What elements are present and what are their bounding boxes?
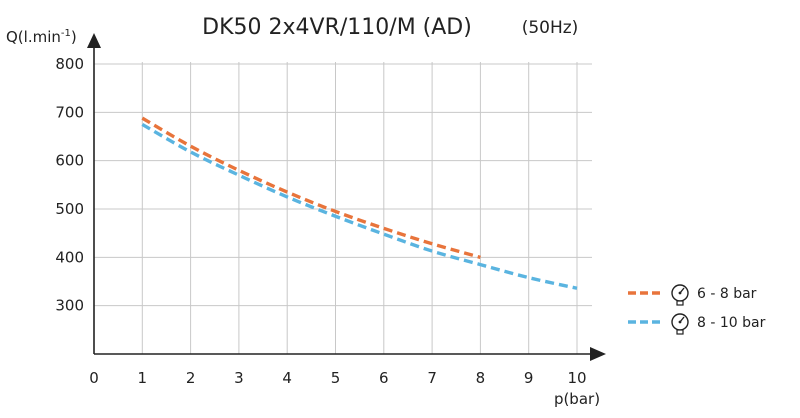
x-tick-label: 7 bbox=[427, 369, 437, 387]
x-tick-label: 6 bbox=[379, 369, 389, 387]
series-line-2 bbox=[141, 122, 578, 290]
axes bbox=[87, 33, 606, 361]
y-axis-label-close: ) bbox=[71, 28, 77, 46]
x-axis-label: p(bar) bbox=[554, 390, 600, 408]
tick-labels: 0 1 2 3 4 5 6 7 8 9 10 300 400 500 600 700 800 bbox=[55, 55, 586, 387]
legend-item-1: 6 - 8 bar bbox=[628, 284, 757, 306]
x-tick-label: 3 bbox=[234, 369, 244, 387]
gauge-hub bbox=[678, 320, 682, 324]
gauge-stem bbox=[676, 300, 684, 306]
y-tick-label: 600 bbox=[55, 152, 84, 170]
gauge-stem bbox=[676, 329, 684, 335]
chart-subtitle: (50Hz) bbox=[522, 18, 579, 38]
x-tick-label: 8 bbox=[476, 369, 486, 387]
legend-label: 6 - 8 bar bbox=[697, 286, 757, 302]
x-axis-arrow bbox=[590, 347, 606, 361]
y-tick-label: 800 bbox=[55, 55, 84, 73]
y-tick-label: 700 bbox=[55, 103, 84, 121]
x-tick-label: 0 bbox=[89, 369, 99, 387]
y-axis-arrow bbox=[87, 33, 101, 48]
y-axis-label: Q(l.min-1) bbox=[6, 28, 77, 46]
y-axis-label-main: Q(l.min bbox=[6, 28, 61, 46]
x-tick-label: 1 bbox=[138, 369, 148, 387]
y-tick-label: 500 bbox=[55, 200, 84, 218]
pressure-gauge-icon bbox=[671, 284, 689, 306]
x-tick-label: 2 bbox=[186, 369, 196, 387]
y-tick-label: 400 bbox=[55, 248, 84, 266]
chart-title: DK50 2x4VR/110/M (AD) bbox=[202, 15, 472, 40]
grid bbox=[94, 62, 592, 354]
series-group bbox=[141, 116, 578, 290]
gauge-hub bbox=[678, 291, 682, 295]
legend: 6 - 8 bar 8 - 10 bar bbox=[628, 284, 766, 335]
series-line-1 bbox=[141, 116, 481, 259]
x-tick-label: 5 bbox=[331, 369, 341, 387]
x-tick-label: 4 bbox=[282, 369, 292, 387]
legend-label: 8 - 10 bar bbox=[697, 315, 766, 331]
y-axis-label-sup: -1 bbox=[61, 28, 71, 39]
x-tick-label: 9 bbox=[524, 369, 534, 387]
legend-item-2: 8 - 10 bar bbox=[628, 313, 766, 335]
pressure-gauge-icon bbox=[671, 313, 689, 335]
y-tick-label: 300 bbox=[55, 297, 84, 315]
x-tick-label: 10 bbox=[567, 369, 586, 387]
